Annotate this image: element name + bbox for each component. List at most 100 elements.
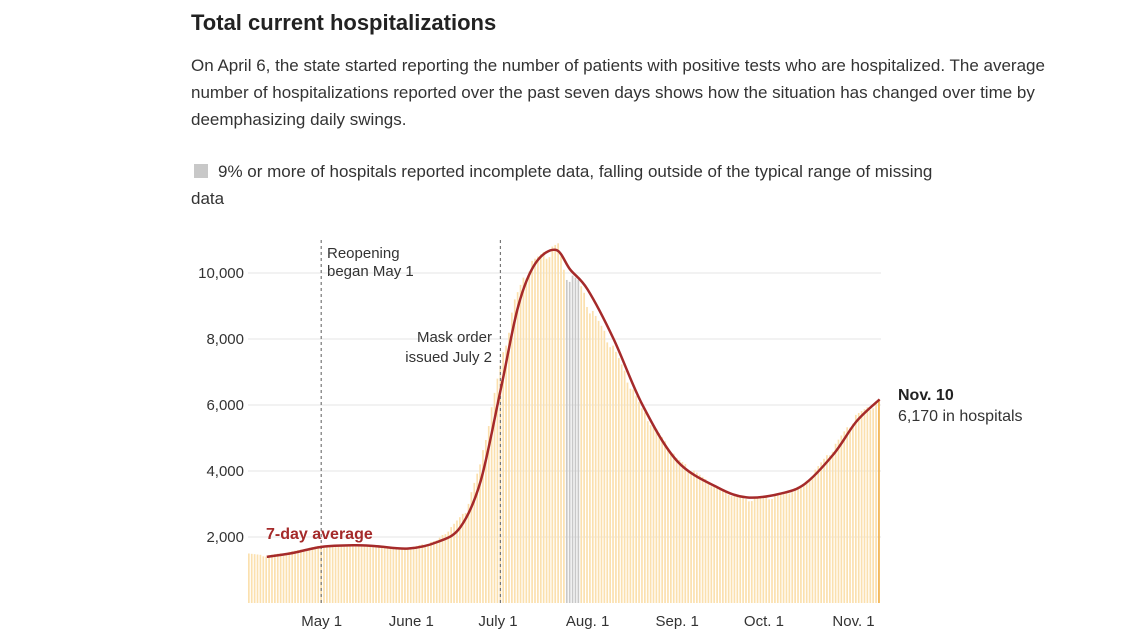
daily-bar: [343, 546, 346, 603]
daily-bar: [834, 443, 837, 603]
daily-bar: [811, 476, 814, 603]
daily-bar: [285, 553, 288, 603]
daily-bar: [802, 484, 805, 603]
daily-bar: [641, 408, 643, 603]
daily-bar: [354, 544, 357, 603]
mask-annotation-line2: issued July 2: [405, 349, 492, 366]
daily-bar: [554, 244, 557, 603]
daily-bar: [337, 544, 340, 603]
x-tick-label: July 1: [478, 613, 517, 630]
daily-bar: [502, 352, 505, 603]
daily-bar: [846, 427, 849, 603]
daily-bar: [779, 494, 782, 603]
daily-bar: [250, 553, 253, 603]
daily-bar: [649, 425, 652, 603]
daily-bar: [667, 449, 669, 603]
daily-bar: [456, 520, 458, 603]
daily-bar: [612, 345, 614, 603]
daily-bar: [869, 410, 872, 603]
daily-bar: [615, 351, 617, 603]
daily-bar: [265, 556, 268, 603]
daily-bar: [643, 412, 646, 603]
daily-bar: [860, 411, 863, 603]
daily-bar: [404, 549, 406, 603]
daily-bar: [357, 544, 360, 603]
daily-bar: [852, 423, 854, 603]
x-tick-label: Nov. 1: [832, 613, 874, 630]
daily-bar: [560, 256, 562, 603]
daily-bar: [745, 499, 747, 603]
legend: 9% or more of hospitals reported incompl…: [191, 158, 951, 212]
daily-bar: [701, 476, 704, 603]
daily-bar: [730, 496, 733, 603]
daily-bar: [525, 278, 528, 603]
daily-bar: [291, 551, 294, 603]
daily-bar: [401, 547, 403, 603]
daily-bar: [447, 531, 450, 603]
daily-bar: [551, 246, 554, 603]
daily-bar: [843, 431, 846, 603]
daily-bar: [548, 257, 551, 603]
daily-bar: [574, 277, 577, 603]
daily-bar: [837, 439, 840, 603]
daily-bar: [346, 546, 348, 603]
daily-bar: [262, 556, 265, 603]
daily-bar: [499, 365, 502, 603]
daily-bar: [279, 553, 282, 603]
daily-bar: [727, 494, 730, 603]
daily-bar: [300, 549, 302, 603]
daily-bar: [690, 471, 692, 603]
daily-bar: [571, 275, 574, 603]
daily-bar: [655, 428, 658, 603]
daily-bar: [383, 547, 386, 603]
daily-bar: [522, 277, 525, 603]
daily-bar: [369, 545, 372, 603]
daily-bar: [430, 541, 432, 603]
daily-bar: [349, 544, 351, 603]
daily-bar: [453, 523, 455, 603]
daily-bar: [360, 544, 363, 603]
daily-bar: [863, 409, 866, 603]
daily-bar: [557, 243, 559, 604]
daily-bar: [563, 269, 565, 603]
daily-bar: [808, 480, 811, 603]
daily-bar: [274, 554, 276, 603]
daily-bar: [513, 299, 516, 603]
daily-bar: [432, 541, 435, 603]
daily-bar: [831, 451, 834, 603]
daily-bar: [800, 485, 802, 603]
daily-bar: [719, 488, 721, 603]
daily-bar: [490, 407, 493, 603]
daily-bar: [259, 554, 262, 603]
daily-bar: [511, 312, 513, 603]
daily-bar: [623, 370, 626, 603]
y-tick-label: 6,000: [206, 397, 244, 414]
daily-bar: [638, 402, 640, 603]
daily-bar: [326, 546, 328, 603]
daily-bar: [473, 482, 476, 603]
daily-bar: [707, 484, 710, 603]
daily-bar: [268, 555, 270, 603]
daily-bar: [620, 364, 623, 603]
daily-bar: [421, 544, 424, 603]
daily-bar: [248, 553, 250, 603]
daily-bar: [398, 547, 400, 603]
daily-bar: [724, 490, 727, 603]
daily-bar: [794, 488, 796, 603]
daily-bar: [392, 546, 395, 603]
daily-bar: [684, 464, 687, 603]
daily-bar: [597, 320, 600, 603]
chart-description: On April 6, the state started reporting …: [191, 56, 1045, 129]
daily-bar: [626, 382, 629, 603]
daily-bar: [742, 497, 744, 603]
daily-bar: [878, 399, 880, 603]
daily-bar: [479, 464, 481, 603]
mask-annotation-line1: Mask order: [417, 329, 492, 346]
daily-bar: [696, 472, 698, 603]
daily-bar: [872, 408, 875, 603]
daily-bar: [505, 345, 507, 603]
daily-bar: [664, 441, 666, 603]
daily-bar: [415, 545, 418, 603]
daily-bar: [589, 313, 591, 603]
daily-bar: [470, 492, 473, 603]
